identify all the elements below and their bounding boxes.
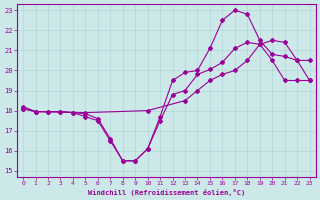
X-axis label: Windchill (Refroidissement éolien,°C): Windchill (Refroidissement éolien,°C) [88,189,245,196]
